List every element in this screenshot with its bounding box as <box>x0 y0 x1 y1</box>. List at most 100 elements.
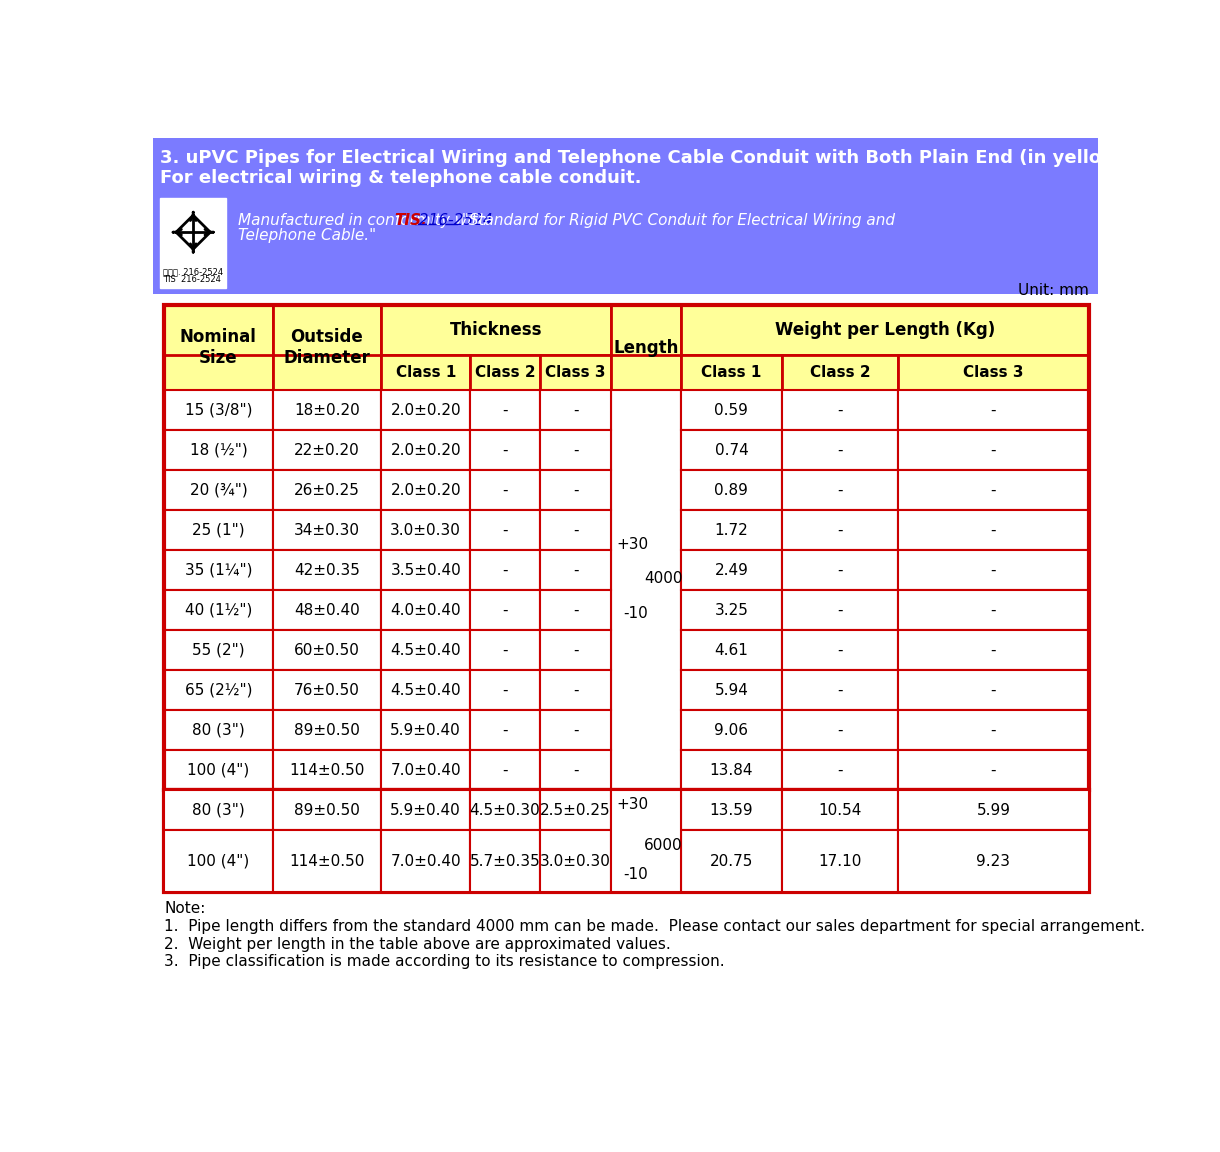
FancyBboxPatch shape <box>540 355 611 391</box>
Text: 6000: 6000 <box>644 839 682 854</box>
Text: Outside
Diameter: Outside Diameter <box>283 328 371 367</box>
FancyBboxPatch shape <box>681 391 782 430</box>
Text: Nominal
Size: Nominal Size <box>179 328 257 367</box>
Text: 89±0.50: 89±0.50 <box>294 722 360 738</box>
Text: 114±0.50: 114±0.50 <box>289 854 365 869</box>
FancyBboxPatch shape <box>540 430 611 470</box>
Text: -: - <box>573 763 578 778</box>
FancyBboxPatch shape <box>165 305 272 391</box>
Text: Length: Length <box>614 339 678 357</box>
FancyBboxPatch shape <box>782 391 898 430</box>
Text: 13.84: 13.84 <box>710 763 753 778</box>
FancyBboxPatch shape <box>782 590 898 630</box>
Text: TIS  216-2524: TIS 216-2524 <box>163 275 221 283</box>
Text: For electrical wiring & telephone cable conduit.: For electrical wiring & telephone cable … <box>160 169 642 187</box>
FancyBboxPatch shape <box>470 670 540 711</box>
Text: 5.94: 5.94 <box>715 683 748 698</box>
FancyBboxPatch shape <box>470 590 540 630</box>
FancyBboxPatch shape <box>898 711 1088 750</box>
FancyBboxPatch shape <box>681 355 782 391</box>
FancyBboxPatch shape <box>898 750 1088 790</box>
FancyBboxPatch shape <box>381 790 470 831</box>
FancyBboxPatch shape <box>681 510 782 551</box>
FancyBboxPatch shape <box>381 551 470 590</box>
Text: -: - <box>837 683 843 698</box>
Text: 18±0.20: 18±0.20 <box>294 402 360 417</box>
Text: -: - <box>503 402 508 417</box>
FancyBboxPatch shape <box>470 510 540 551</box>
Text: 34±0.30: 34±0.30 <box>294 523 360 538</box>
FancyBboxPatch shape <box>381 305 611 355</box>
FancyBboxPatch shape <box>782 630 898 670</box>
FancyBboxPatch shape <box>470 831 540 892</box>
Text: 2.0±0.20: 2.0±0.20 <box>390 442 461 457</box>
Text: 7.0±0.40: 7.0±0.40 <box>390 763 461 778</box>
Text: 40 (1½"): 40 (1½") <box>184 602 253 617</box>
Text: -: - <box>503 722 508 738</box>
FancyBboxPatch shape <box>470 391 540 430</box>
FancyBboxPatch shape <box>470 750 540 790</box>
Text: -: - <box>837 763 843 778</box>
FancyBboxPatch shape <box>681 630 782 670</box>
FancyBboxPatch shape <box>272 430 381 470</box>
FancyBboxPatch shape <box>470 430 540 470</box>
Text: 76±0.50: 76±0.50 <box>294 683 360 698</box>
Text: Class 3: Class 3 <box>963 365 1024 380</box>
Text: 42±0.35: 42±0.35 <box>294 562 360 577</box>
FancyBboxPatch shape <box>611 305 681 391</box>
Text: -: - <box>991 523 996 538</box>
FancyBboxPatch shape <box>165 711 272 750</box>
Text: -: - <box>503 763 508 778</box>
Text: Class 2: Class 2 <box>475 365 536 380</box>
Text: -10: -10 <box>623 867 649 882</box>
FancyBboxPatch shape <box>272 391 381 430</box>
Text: 2.0±0.20: 2.0±0.20 <box>390 402 461 417</box>
Text: -: - <box>991 763 996 778</box>
FancyBboxPatch shape <box>165 831 272 892</box>
FancyBboxPatch shape <box>272 630 381 670</box>
FancyBboxPatch shape <box>470 711 540 750</box>
Text: 3.5±0.40: 3.5±0.40 <box>390 562 461 577</box>
FancyBboxPatch shape <box>681 831 782 892</box>
FancyBboxPatch shape <box>611 355 681 391</box>
FancyBboxPatch shape <box>898 790 1088 831</box>
Text: 100 (4"): 100 (4") <box>187 763 250 778</box>
FancyBboxPatch shape <box>782 510 898 551</box>
FancyBboxPatch shape <box>470 630 540 670</box>
FancyBboxPatch shape <box>272 355 381 391</box>
Text: 17.10: 17.10 <box>819 854 861 869</box>
Text: -: - <box>503 643 508 658</box>
Text: 0.74: 0.74 <box>715 442 748 457</box>
FancyBboxPatch shape <box>898 590 1088 630</box>
Text: 4.61: 4.61 <box>715 643 748 658</box>
FancyBboxPatch shape <box>165 510 272 551</box>
FancyBboxPatch shape <box>165 430 272 470</box>
FancyBboxPatch shape <box>381 630 470 670</box>
FancyBboxPatch shape <box>681 670 782 711</box>
Text: -: - <box>503 683 508 698</box>
Text: -: - <box>573 402 578 417</box>
Text: +30: +30 <box>616 537 649 552</box>
Text: 3.25: 3.25 <box>715 602 748 617</box>
Text: 9.06: 9.06 <box>715 722 748 738</box>
FancyBboxPatch shape <box>381 711 470 750</box>
Text: TIS.: TIS. <box>394 213 427 228</box>
Text: -: - <box>837 722 843 738</box>
FancyBboxPatch shape <box>782 750 898 790</box>
FancyBboxPatch shape <box>272 470 381 510</box>
Text: -: - <box>573 683 578 698</box>
Text: 2.  Weight per length in the table above are approximated values.: 2. Weight per length in the table above … <box>165 937 671 952</box>
FancyBboxPatch shape <box>782 470 898 510</box>
Text: -: - <box>573 643 578 658</box>
FancyBboxPatch shape <box>898 355 1088 391</box>
Text: -: - <box>573 523 578 538</box>
FancyBboxPatch shape <box>540 510 611 551</box>
FancyBboxPatch shape <box>898 430 1088 470</box>
FancyBboxPatch shape <box>540 391 611 430</box>
FancyBboxPatch shape <box>272 790 381 831</box>
FancyBboxPatch shape <box>540 670 611 711</box>
FancyBboxPatch shape <box>898 510 1088 551</box>
Text: 2.49: 2.49 <box>715 562 748 577</box>
FancyBboxPatch shape <box>681 750 782 790</box>
FancyBboxPatch shape <box>272 711 381 750</box>
